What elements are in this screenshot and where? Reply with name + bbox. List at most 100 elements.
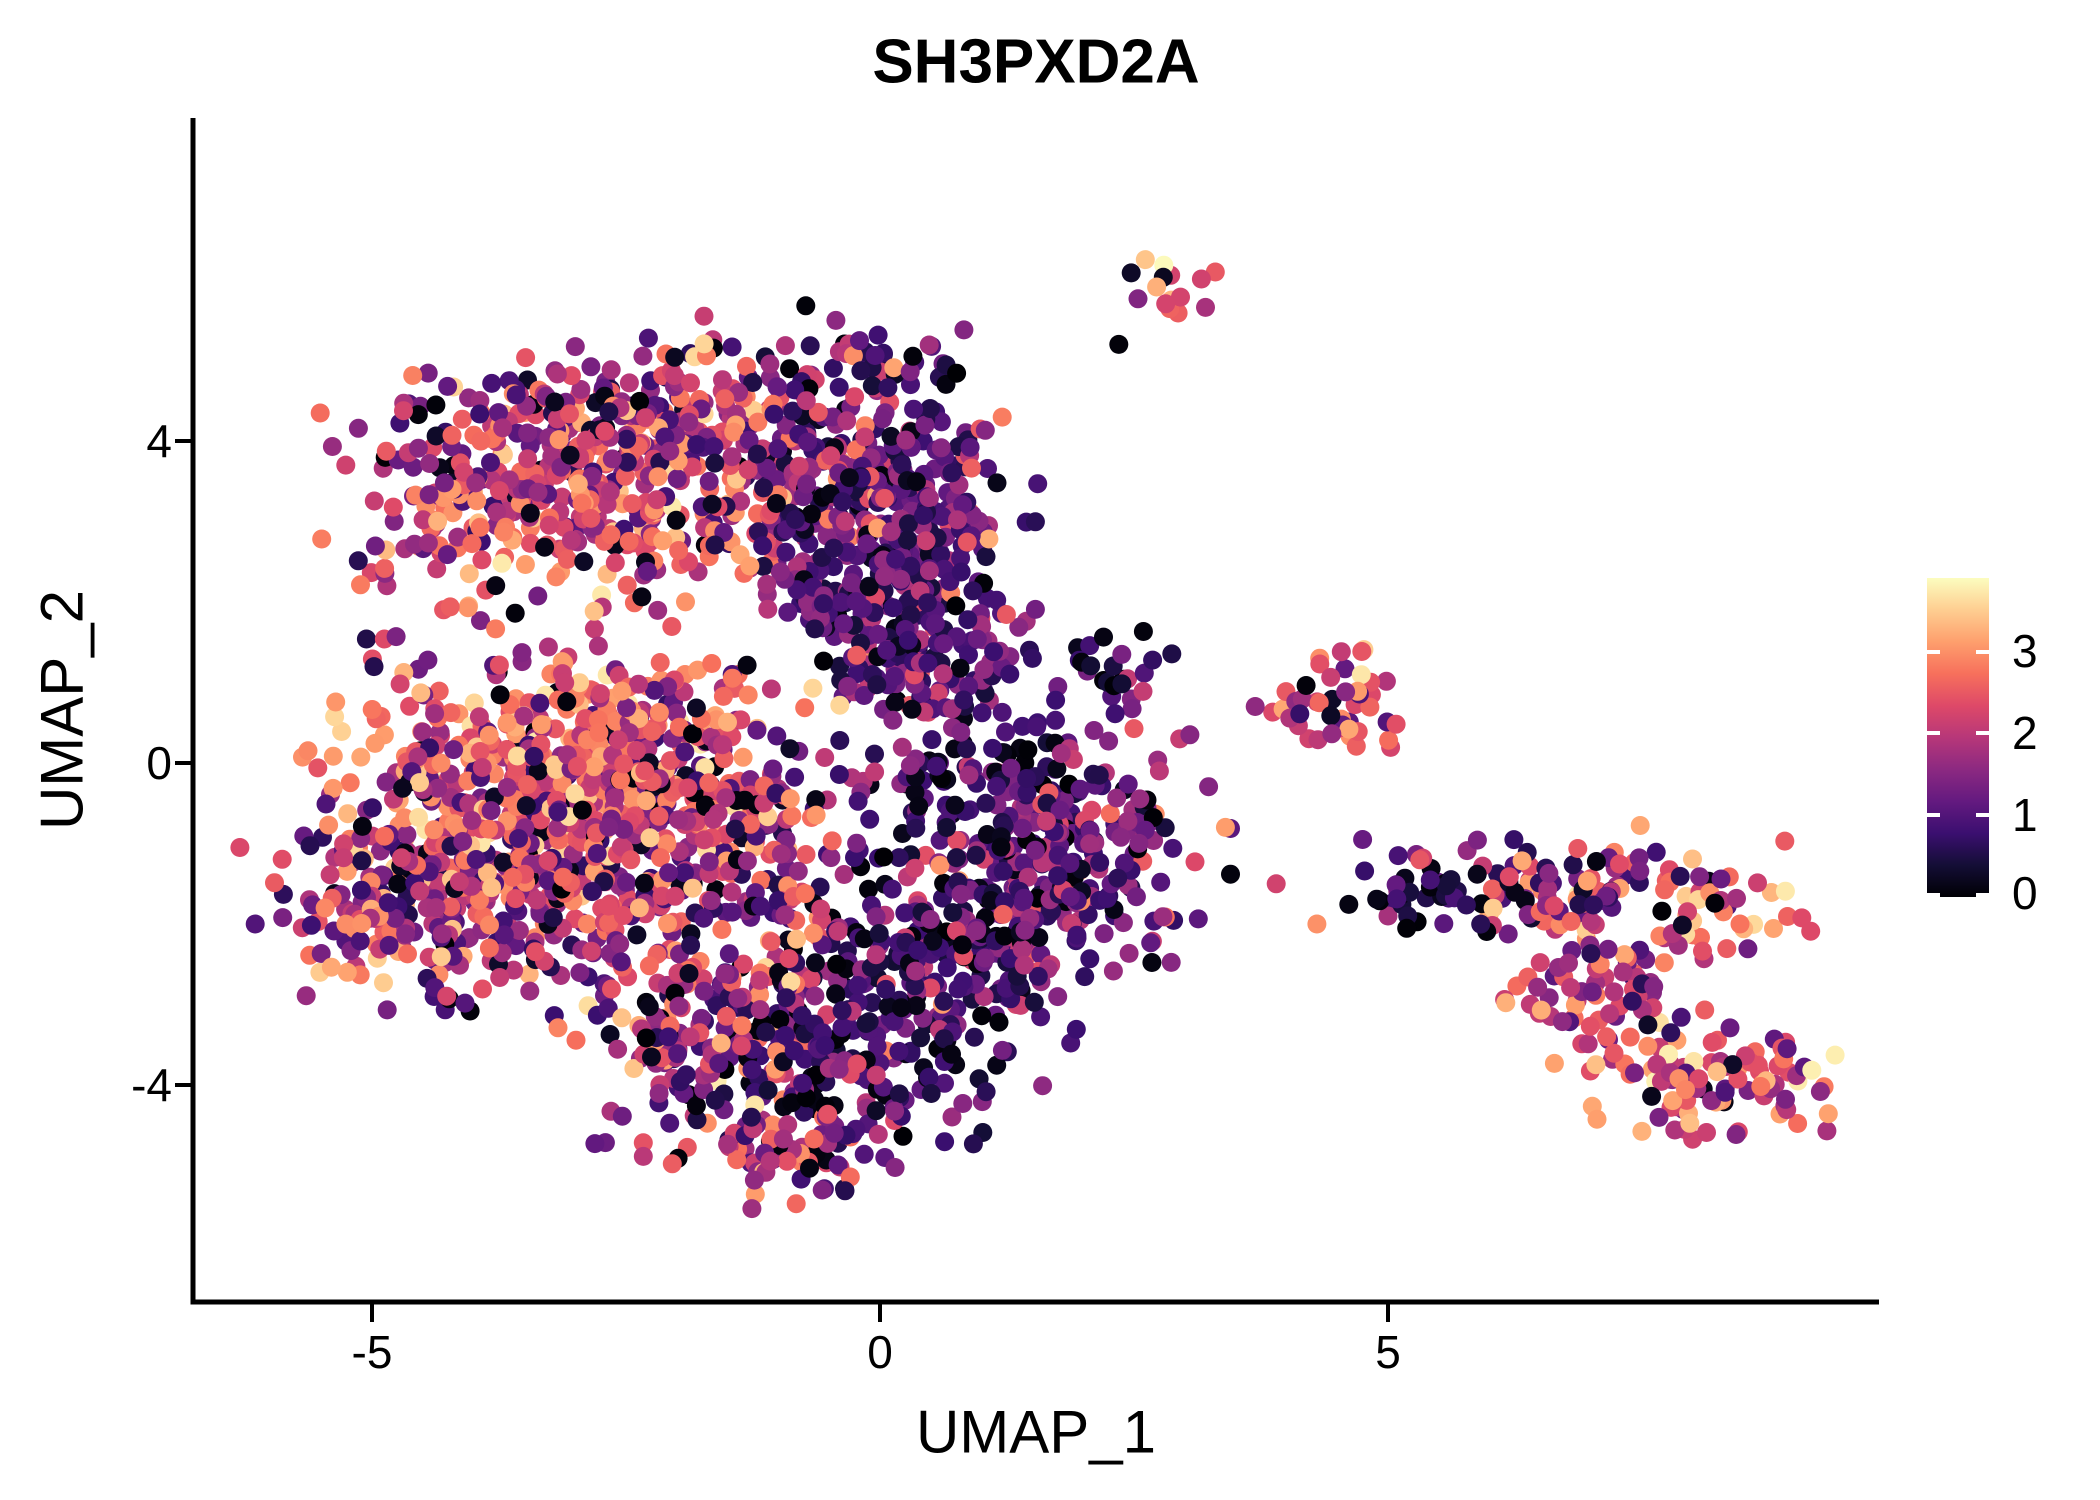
data-point — [1031, 1007, 1051, 1027]
data-point — [885, 693, 905, 712]
data-point — [931, 412, 951, 432]
data-point — [352, 914, 372, 933]
data-point — [701, 891, 721, 911]
data-point — [543, 908, 563, 928]
data-point — [515, 555, 535, 574]
data-point — [934, 634, 954, 654]
data-point — [377, 1000, 397, 1020]
data-point — [1630, 816, 1650, 835]
data-point — [545, 392, 565, 412]
data-point — [1777, 1039, 1797, 1059]
data-point — [680, 1027, 700, 1047]
data-point — [408, 747, 428, 767]
data-point — [622, 494, 642, 514]
data-point — [991, 837, 1011, 857]
data-point — [843, 346, 863, 366]
data-point — [777, 1151, 797, 1171]
data-point — [647, 490, 667, 510]
data-point — [763, 1115, 783, 1135]
data-point — [459, 794, 479, 814]
data-point — [1108, 868, 1128, 888]
data-point — [326, 692, 346, 712]
data-point — [962, 458, 981, 478]
data-point — [1047, 759, 1067, 779]
data-point — [831, 592, 851, 612]
data-point — [1129, 833, 1149, 853]
data-point — [747, 444, 767, 464]
data-point — [1665, 1120, 1685, 1140]
data-point — [406, 485, 426, 505]
data-point — [683, 724, 702, 744]
data-point — [624, 1059, 644, 1078]
data-point — [441, 703, 461, 723]
data-point — [665, 347, 685, 367]
data-point — [972, 1006, 992, 1026]
data-point — [891, 569, 911, 589]
data-point — [557, 549, 577, 569]
data-point — [552, 774, 572, 794]
data-point — [1149, 761, 1169, 781]
data-point — [975, 948, 995, 968]
data-point — [1367, 889, 1387, 909]
data-point — [916, 531, 936, 551]
data-point — [1498, 924, 1518, 944]
data-point — [931, 545, 951, 564]
data-point — [548, 1018, 568, 1038]
data-point — [462, 534, 482, 554]
data-point — [348, 418, 368, 438]
data-point — [722, 668, 742, 688]
data-point — [1649, 1107, 1669, 1127]
data-point — [651, 848, 670, 868]
data-point — [905, 858, 925, 878]
data-point — [1017, 769, 1037, 788]
data-point — [528, 482, 548, 502]
data-point — [679, 964, 699, 983]
data-point — [716, 788, 736, 808]
data-point — [676, 1065, 696, 1085]
data-point — [942, 1044, 961, 1064]
data-point — [514, 706, 534, 726]
data-point — [418, 533, 438, 553]
data-point — [919, 561, 939, 581]
data-point — [845, 848, 864, 867]
data-point — [230, 838, 250, 857]
data-point — [560, 445, 580, 465]
data-point — [272, 849, 292, 869]
data-point — [1360, 697, 1380, 717]
data-point — [813, 594, 833, 614]
data-point — [494, 522, 514, 542]
data-point — [733, 747, 753, 767]
data-point — [812, 1180, 832, 1200]
data-point — [835, 1181, 855, 1201]
data-point — [599, 817, 619, 837]
colorbar-tick-notch — [1976, 649, 1989, 654]
data-point — [867, 675, 887, 695]
data-point — [336, 455, 356, 475]
data-point — [659, 1027, 678, 1047]
data-point — [444, 740, 464, 760]
data-point — [410, 773, 429, 793]
data-point — [775, 905, 795, 925]
data-point — [1583, 895, 1603, 915]
data-point — [694, 981, 714, 1001]
data-point — [619, 531, 639, 551]
data-point — [934, 991, 954, 1011]
colorbar-tick-notch — [1927, 813, 1940, 818]
data-point — [322, 437, 342, 456]
data-point — [1070, 779, 1090, 799]
data-point — [750, 985, 770, 1005]
data-point — [507, 746, 527, 766]
data-point — [617, 575, 637, 595]
data-point — [1825, 1045, 1845, 1065]
data-point — [935, 1132, 955, 1152]
data-point — [1048, 987, 1068, 1007]
data-point — [676, 592, 695, 612]
data-point — [1180, 725, 1200, 745]
data-point — [847, 645, 867, 665]
data-point — [525, 942, 545, 962]
data-point — [1066, 1019, 1086, 1039]
data-point — [413, 722, 433, 742]
data-point — [633, 1133, 653, 1153]
data-point — [838, 676, 858, 696]
